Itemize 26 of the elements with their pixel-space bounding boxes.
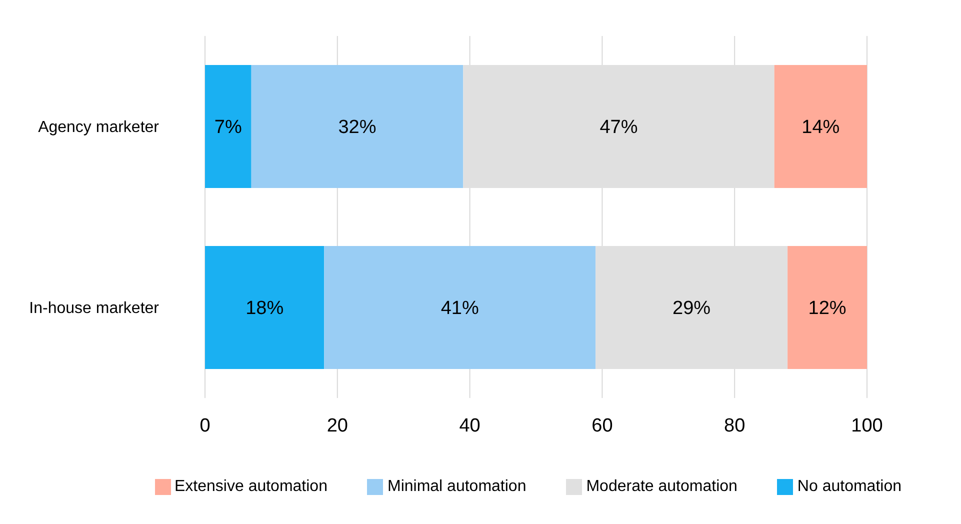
x-tick-label: 100 xyxy=(851,415,883,436)
legend-label: Moderate automation xyxy=(586,478,738,495)
x-tick-label: 60 xyxy=(592,415,613,436)
data-label: 41% xyxy=(440,298,479,320)
x-tick-label: 80 xyxy=(724,415,746,436)
legend-label: Minimal automation xyxy=(387,478,526,495)
x-tick-label: 40 xyxy=(459,415,480,436)
bar xyxy=(324,246,596,369)
bar xyxy=(788,246,867,369)
data-label: 32% xyxy=(338,117,376,138)
x-tick-label: 0 xyxy=(200,415,210,436)
data-label: 12% xyxy=(808,298,846,320)
y-tick-label: Agency marketer xyxy=(38,119,160,136)
legend-label: Extensive automation xyxy=(174,478,328,495)
data-label: 7% xyxy=(214,117,242,138)
y-tick-label: In-house marketer xyxy=(29,300,160,318)
data-label: 14% xyxy=(802,117,840,138)
data-label: 18% xyxy=(246,298,284,320)
bar xyxy=(251,64,464,188)
bar xyxy=(774,64,867,188)
data-label: 47% xyxy=(600,117,638,138)
x-tick-label: 20 xyxy=(326,415,348,436)
bar xyxy=(205,64,252,188)
data-label: 29% xyxy=(672,298,711,320)
bar xyxy=(205,246,324,369)
legend-label: No automation xyxy=(797,478,902,495)
